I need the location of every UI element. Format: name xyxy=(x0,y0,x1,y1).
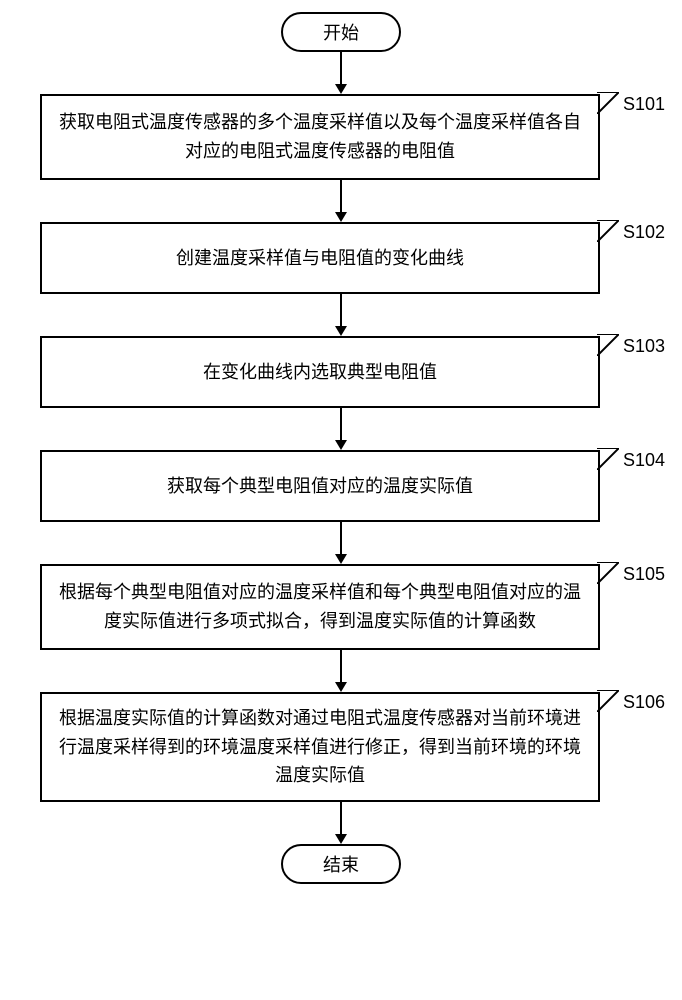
step-label-flag: S102 xyxy=(597,220,619,242)
process-row: 在变化曲线内选取典型电阻值 S103 xyxy=(0,336,682,408)
process-row: 获取电阻式温度传感器的多个温度采样值以及每个温度采样值各自对应的电阻式温度传感器… xyxy=(0,94,682,180)
arrow xyxy=(0,650,682,692)
process-box-s105: 根据每个典型电阻值对应的温度采样值和每个典型电阻值对应的温度实际值进行多项式拟合… xyxy=(40,564,600,650)
process-box-s101: 获取电阻式温度传感器的多个温度采样值以及每个温度采样值各自对应的电阻式温度传感器… xyxy=(40,94,600,180)
step-label-flag: S105 xyxy=(597,562,619,584)
arrow xyxy=(0,408,682,450)
process-box-s106: 根据温度实际值的计算函数对通过电阻式温度传感器对当前环境进行温度采样得到的环境温… xyxy=(40,692,600,802)
step-label-s101: S101 xyxy=(623,94,665,115)
arrow xyxy=(0,180,682,222)
process-row: 创建温度采样值与电阻值的变化曲线 S102 xyxy=(0,222,682,294)
step-label-s103: S103 xyxy=(623,336,665,357)
arrow xyxy=(0,802,682,844)
step-label-s104: S104 xyxy=(623,450,665,471)
process-row: 根据温度实际值的计算函数对通过电阻式温度传感器对当前环境进行温度采样得到的环境温… xyxy=(0,692,682,802)
process-row: 根据每个典型电阻值对应的温度采样值和每个典型电阻值对应的温度实际值进行多项式拟合… xyxy=(0,564,682,650)
process-box-s104: 获取每个典型电阻值对应的温度实际值 xyxy=(40,450,600,522)
step-label-flag: S104 xyxy=(597,448,619,470)
step-label-flag: S106 xyxy=(597,690,619,712)
step-label-s102: S102 xyxy=(623,222,665,243)
step-label-flag: S103 xyxy=(597,334,619,356)
process-box-s102: 创建温度采样值与电阻值的变化曲线 xyxy=(40,222,600,294)
step-label-s105: S105 xyxy=(623,564,665,585)
arrow xyxy=(0,52,682,94)
step-label-s106: S106 xyxy=(623,692,665,713)
step-label-flag: S101 xyxy=(597,92,619,114)
process-row: 获取每个典型电阻值对应的温度实际值 S104 xyxy=(0,450,682,522)
start-terminal: 开始 xyxy=(281,12,401,52)
end-terminal: 结束 xyxy=(281,844,401,884)
arrow xyxy=(0,522,682,564)
process-box-s103: 在变化曲线内选取典型电阻值 xyxy=(40,336,600,408)
arrow xyxy=(0,294,682,336)
